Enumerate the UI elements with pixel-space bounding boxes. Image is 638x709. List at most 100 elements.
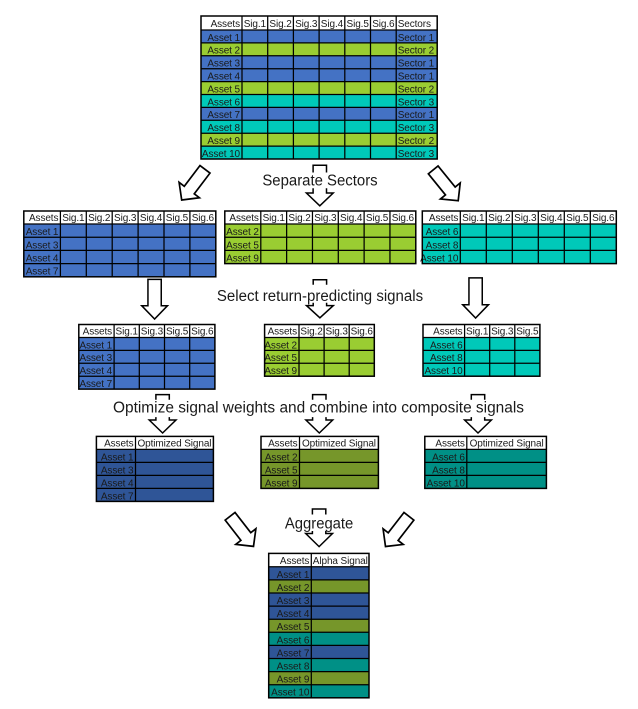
svg-text:Optimized Signal: Optimized Signal bbox=[137, 439, 211, 450]
svg-text:Asset 5: Asset 5 bbox=[277, 622, 310, 633]
svg-text:Asset 9: Asset 9 bbox=[226, 254, 259, 265]
svg-text:Asset 3: Asset 3 bbox=[79, 353, 112, 364]
svg-text:Sig.1: Sig.1 bbox=[263, 213, 286, 224]
svg-text:Asset 9: Asset 9 bbox=[265, 478, 298, 489]
svg-text:Sig.1: Sig.1 bbox=[462, 213, 485, 224]
svg-text:Optimize signal weights and co: Optimize signal weights and combine into… bbox=[113, 400, 524, 417]
svg-text:Sector 2: Sector 2 bbox=[398, 84, 435, 95]
svg-text:Assets: Assets bbox=[429, 213, 459, 224]
svg-text:Sig.4: Sig.4 bbox=[340, 213, 363, 224]
svg-text:Separate Sectors: Separate Sectors bbox=[262, 173, 378, 190]
svg-text:Assets: Assets bbox=[229, 213, 259, 224]
svg-text:Sig.2: Sig.2 bbox=[288, 213, 311, 224]
svg-text:Sector 1: Sector 1 bbox=[398, 33, 435, 44]
svg-text:Asset 6: Asset 6 bbox=[207, 97, 240, 108]
svg-text:Asset 5: Asset 5 bbox=[207, 84, 240, 95]
svg-text:Asset 10: Asset 10 bbox=[420, 254, 459, 265]
svg-text:Asset 6: Asset 6 bbox=[277, 635, 310, 646]
svg-text:Sig.2: Sig.2 bbox=[269, 19, 292, 30]
svg-text:Asset 2: Asset 2 bbox=[264, 340, 297, 351]
svg-text:Asset 5: Asset 5 bbox=[226, 240, 259, 251]
svg-text:Asset 5: Asset 5 bbox=[265, 465, 298, 476]
svg-text:Optimized Signal: Optimized Signal bbox=[302, 439, 376, 450]
svg-text:Assets: Assets bbox=[433, 327, 463, 338]
svg-text:Asset 10: Asset 10 bbox=[202, 149, 241, 160]
svg-text:Sig.3: Sig.3 bbox=[295, 19, 318, 30]
svg-text:Sig.5: Sig.5 bbox=[516, 327, 539, 338]
svg-text:Assets: Assets bbox=[104, 439, 134, 450]
svg-text:Asset 8: Asset 8 bbox=[432, 465, 465, 476]
svg-text:Asset 8: Asset 8 bbox=[426, 240, 459, 251]
svg-text:Sig.2: Sig.2 bbox=[300, 327, 323, 338]
svg-text:Asset 3: Asset 3 bbox=[277, 596, 310, 607]
svg-text:Assets: Assets bbox=[83, 327, 113, 338]
svg-text:Sig.5: Sig.5 bbox=[566, 213, 589, 224]
svg-text:Asset 10: Asset 10 bbox=[424, 366, 463, 377]
svg-text:Sector 2: Sector 2 bbox=[398, 136, 435, 147]
svg-text:Sig.4: Sig.4 bbox=[540, 213, 563, 224]
svg-text:Sig.4: Sig.4 bbox=[321, 19, 344, 30]
svg-text:Sector 3: Sector 3 bbox=[398, 123, 435, 134]
svg-text:Sig.5: Sig.5 bbox=[166, 213, 189, 224]
svg-text:Asset 4: Asset 4 bbox=[277, 609, 310, 620]
svg-text:Aggregate: Aggregate bbox=[285, 516, 353, 533]
svg-text:Asset 1: Asset 1 bbox=[79, 340, 112, 351]
svg-text:Sig.6: Sig.6 bbox=[351, 327, 374, 338]
svg-text:Sector 2: Sector 2 bbox=[398, 46, 435, 57]
svg-text:Sector 1: Sector 1 bbox=[398, 110, 435, 121]
svg-text:Alpha Signal: Alpha Signal bbox=[313, 556, 368, 567]
svg-text:Assets: Assets bbox=[268, 327, 298, 338]
svg-text:Sig.3: Sig.3 bbox=[326, 327, 349, 338]
svg-text:Sectors: Sectors bbox=[398, 19, 431, 30]
svg-text:Asset 1: Asset 1 bbox=[26, 227, 59, 238]
svg-text:Asset 10: Asset 10 bbox=[271, 688, 310, 699]
svg-text:Asset 4: Asset 4 bbox=[26, 254, 59, 265]
svg-text:Asset 4: Asset 4 bbox=[101, 478, 134, 489]
svg-text:Sig.4: Sig.4 bbox=[140, 213, 163, 224]
svg-text:Sig.1: Sig.1 bbox=[244, 19, 267, 30]
svg-text:Asset 7: Asset 7 bbox=[207, 110, 240, 121]
svg-text:Sig.3: Sig.3 bbox=[141, 327, 164, 338]
svg-text:Asset 1: Asset 1 bbox=[101, 452, 134, 463]
svg-text:Asset 8: Asset 8 bbox=[277, 662, 310, 673]
svg-text:Asset 6: Asset 6 bbox=[426, 227, 459, 238]
svg-text:Sig.3: Sig.3 bbox=[514, 213, 537, 224]
svg-text:Sig.6: Sig.6 bbox=[192, 213, 215, 224]
svg-text:Asset 2: Asset 2 bbox=[207, 46, 240, 57]
svg-text:Sig.5: Sig.5 bbox=[366, 213, 389, 224]
svg-text:Asset 7: Asset 7 bbox=[277, 648, 310, 659]
svg-text:Asset 8: Asset 8 bbox=[430, 353, 463, 364]
svg-text:Asset 1: Asset 1 bbox=[277, 570, 310, 581]
svg-text:Asset 2: Asset 2 bbox=[226, 227, 259, 238]
svg-text:Asset 9: Asset 9 bbox=[207, 136, 240, 147]
svg-text:Sig.2: Sig.2 bbox=[88, 213, 111, 224]
svg-text:Asset 10: Asset 10 bbox=[427, 478, 466, 489]
svg-text:Sig.3: Sig.3 bbox=[314, 213, 337, 224]
svg-text:Asset 6: Asset 6 bbox=[430, 340, 463, 351]
svg-text:Sector 1: Sector 1 bbox=[398, 59, 435, 70]
svg-text:Asset 9: Asset 9 bbox=[277, 675, 310, 686]
svg-text:Assets: Assets bbox=[268, 439, 298, 450]
svg-text:Asset 3: Asset 3 bbox=[101, 465, 134, 476]
svg-text:Sector 3: Sector 3 bbox=[398, 97, 435, 108]
svg-text:Asset 4: Asset 4 bbox=[207, 72, 240, 83]
svg-text:Assets: Assets bbox=[29, 213, 59, 224]
svg-text:Asset 2: Asset 2 bbox=[277, 583, 310, 594]
svg-text:Sector 1: Sector 1 bbox=[398, 72, 435, 83]
svg-text:Sig.5: Sig.5 bbox=[347, 19, 370, 30]
svg-text:Asset 2: Asset 2 bbox=[265, 452, 298, 463]
svg-text:Sig.5: Sig.5 bbox=[166, 327, 189, 338]
svg-text:Asset 1: Asset 1 bbox=[207, 33, 240, 44]
svg-text:Asset 5: Asset 5 bbox=[264, 353, 297, 364]
svg-text:Sig.6: Sig.6 bbox=[191, 327, 214, 338]
svg-text:Sig.6: Sig.6 bbox=[592, 213, 615, 224]
svg-text:Sector 3: Sector 3 bbox=[398, 149, 435, 160]
svg-text:Sig.6: Sig.6 bbox=[372, 19, 395, 30]
svg-text:Asset 7: Asset 7 bbox=[26, 267, 59, 278]
svg-text:Sig.3: Sig.3 bbox=[491, 327, 514, 338]
svg-text:Asset 7: Asset 7 bbox=[101, 491, 134, 502]
svg-text:Sig.3: Sig.3 bbox=[114, 213, 137, 224]
svg-text:Asset 3: Asset 3 bbox=[207, 59, 240, 70]
svg-text:Sig.1: Sig.1 bbox=[116, 327, 139, 338]
svg-text:Asset 6: Asset 6 bbox=[432, 452, 465, 463]
